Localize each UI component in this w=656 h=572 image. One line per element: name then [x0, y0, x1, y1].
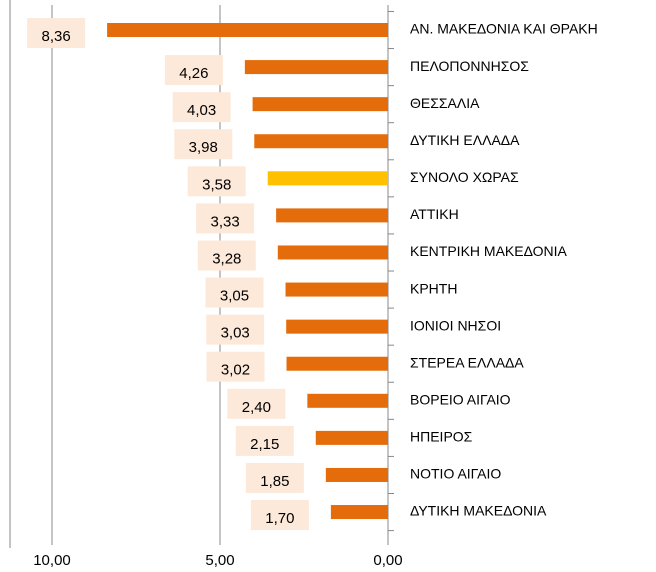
value-label: 2,15 [250, 436, 279, 453]
value-label: 3,28 [212, 250, 241, 267]
category-label: ΘΕΣΣΑΛΙΑ [410, 95, 480, 111]
category-label: ΣΤΕΡΕΑ ΕΛΛΑΔΑ [410, 354, 524, 370]
bar [330, 505, 388, 520]
bar [254, 134, 388, 149]
value-label-bg [206, 351, 265, 382]
category-label: ΠΕΛΟΠΟΝΝΗΣΟΣ [410, 58, 529, 74]
bar [325, 467, 388, 482]
bar [307, 393, 388, 408]
value-label: 3,02 [221, 362, 250, 379]
category-label: ΔΥΤΙΚΗ ΕΛΛΑΔΑ [410, 132, 520, 148]
value-label-bg [174, 129, 233, 160]
value-label-bg [245, 462, 304, 493]
bar [276, 208, 388, 223]
bar [286, 356, 388, 371]
category-label: ΙΟΝΙΟΙ ΝΗΣΟΙ [410, 317, 501, 333]
category-label: ΑΤΤΙΚΗ [410, 206, 459, 222]
category-label: ΝΟΤΙΟ ΑΙΓΑΙΟ [410, 466, 501, 482]
category-label: ΑΝ. ΜΑΚΕΔΟΝΙΑ ΚΑΙ ΘΡΑΚΗ [410, 21, 598, 37]
value-label: 1,85 [260, 473, 289, 490]
bar [277, 245, 388, 260]
category-label: ΚΕΝΤΡΙΚΗ ΜΑΚΕΔΟΝΙΑ [410, 243, 568, 259]
value-label-bg [205, 277, 264, 308]
value-label: 3,03 [221, 325, 250, 342]
category-label: ΣΥΝΟΛΟ ΧΩΡΑΣ [410, 169, 519, 185]
value-label-bg [164, 55, 223, 86]
value-label-bg [197, 240, 256, 271]
bar [107, 23, 388, 37]
value-label: 8,36 [42, 28, 71, 45]
bar [315, 430, 388, 445]
value-label: 3,58 [202, 176, 231, 193]
value-label: 4,26 [179, 65, 208, 82]
value-label-bg [250, 500, 309, 531]
x-tick-label: 0,00 [373, 552, 402, 569]
bar [286, 319, 388, 334]
value-label: 2,40 [242, 399, 271, 416]
value-label-bg [227, 388, 286, 419]
value-label-bg [172, 92, 231, 123]
value-label: 3,33 [211, 213, 240, 230]
bar [252, 97, 388, 112]
category-label: ΚΡΗΤΗ [410, 280, 457, 296]
category-label: ΔΥΤΙΚΗ ΜΑΚΕΔΟΝΙΑ [410, 503, 547, 519]
value-label: 3,98 [189, 139, 218, 156]
value-label: 1,70 [265, 510, 294, 527]
x-tick-label: 10,00 [33, 552, 71, 569]
category-label: ΒΟΡΕΙΟ ΑΙΓΑΙΟ [410, 392, 511, 408]
category-label: ΗΠΕΙΡΟΣ [410, 429, 473, 445]
value-label-bg [235, 425, 294, 456]
value-label-bg [206, 314, 265, 345]
bar [285, 282, 388, 297]
value-label: 4,03 [187, 102, 216, 119]
value-label-bg [187, 166, 246, 197]
value-label-bg [27, 18, 86, 48]
x-tick-label: 5,00 [205, 552, 234, 569]
value-label-bg [196, 203, 255, 234]
bar [267, 171, 388, 186]
bar [244, 60, 388, 75]
value-label: 3,05 [220, 288, 249, 305]
